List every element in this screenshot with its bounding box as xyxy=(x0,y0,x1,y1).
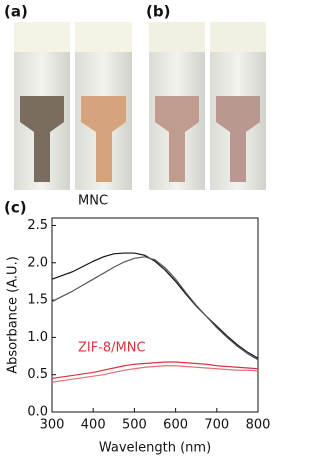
y-tick-label: 0.0 xyxy=(27,405,48,420)
photo-b xyxy=(149,22,266,190)
series-line xyxy=(51,252,259,359)
photo-a xyxy=(14,22,132,190)
x-tick-label: 400 xyxy=(81,418,106,433)
panel-label: (b) xyxy=(146,3,170,21)
series-line xyxy=(51,365,259,383)
y-tick-label: 1.0 xyxy=(27,330,48,345)
plot-frame xyxy=(51,217,259,413)
x-tick-label: 700 xyxy=(204,418,229,433)
x-tick-label: 800 xyxy=(246,418,271,433)
x-tick-label: 300 xyxy=(40,418,65,433)
series-line xyxy=(51,256,259,361)
panel-label: (c) xyxy=(4,199,27,217)
annotation: ZIF-8/MNC xyxy=(78,341,146,356)
series-line xyxy=(51,361,259,380)
y-tick-label: 1.5 xyxy=(27,293,48,308)
y-tick-label: 0.5 xyxy=(27,367,48,382)
y-axis-title: Absorbance (A.U.) xyxy=(6,256,21,374)
y-tick-label: 2.0 xyxy=(27,255,48,270)
panel-label: (a) xyxy=(4,3,28,21)
annotation: MNC xyxy=(78,194,108,209)
x-tick-label: 600 xyxy=(163,418,188,433)
x-tick-label: 500 xyxy=(122,418,147,433)
y-tick-label: 2.5 xyxy=(27,218,48,233)
x-axis-title: Wavelength (nm) xyxy=(99,441,211,456)
figure: (a) (b) (c) Wavelength (nm) Absorbance (… xyxy=(4,3,271,456)
